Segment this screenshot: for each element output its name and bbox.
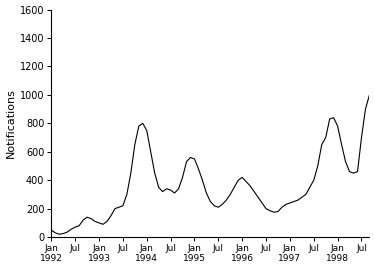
Y-axis label: Notifications: Notifications: [6, 89, 15, 158]
